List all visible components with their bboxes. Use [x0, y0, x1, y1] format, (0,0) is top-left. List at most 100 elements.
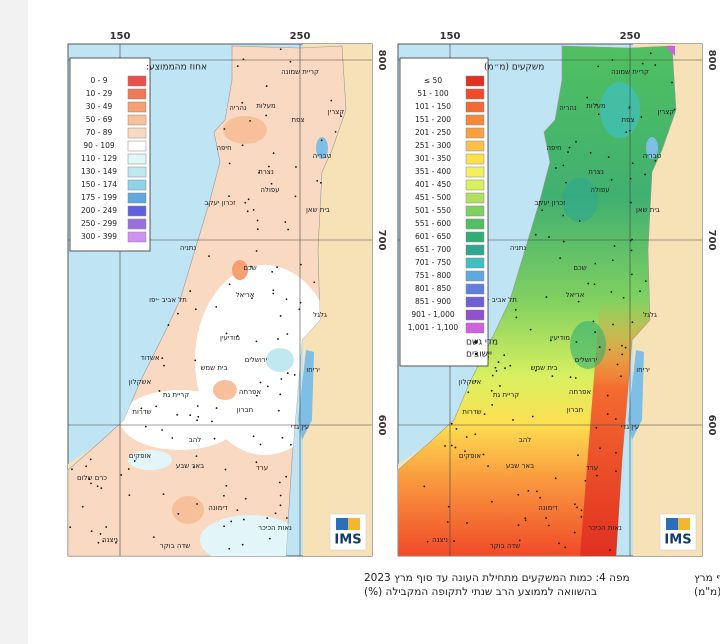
station [598, 346, 601, 348]
legend-swatch [465, 75, 485, 87]
station [574, 377, 577, 379]
logo-text: IMS [664, 533, 691, 548]
station [593, 283, 596, 286]
zone-orange [213, 380, 237, 400]
station [444, 445, 446, 447]
station [625, 131, 628, 134]
station [578, 220, 581, 222]
city-label: ירושלים [575, 356, 598, 364]
station [215, 407, 218, 409]
legend-swatch [127, 140, 147, 152]
station [577, 300, 580, 303]
map-panel-map_percent: 150 250 800 700 600 קריית שמונה נהריה מעלות צפת ק… [67, 31, 630, 598]
station [640, 116, 643, 118]
station [162, 493, 165, 495]
station [599, 447, 601, 450]
legend-swatch [465, 114, 485, 126]
city-label: אופקים [129, 452, 151, 460]
station [196, 419, 199, 422]
legend-swatch [465, 296, 485, 308]
station [569, 376, 572, 379]
station [644, 280, 647, 282]
station [228, 195, 230, 198]
y-tick-label: 800 [706, 50, 717, 71]
zone-light-blue [266, 348, 294, 372]
side-strip [0, 0, 28, 644]
legend-label: 300 - 399 [81, 232, 117, 241]
city-label: אפרתה [239, 388, 261, 396]
station [607, 156, 610, 159]
station [177, 512, 180, 515]
city-label: בית שאן [636, 206, 660, 214]
station [330, 99, 333, 102]
caption: 2023 (מ"מ) [694, 586, 720, 598]
station [286, 517, 288, 519]
city-label: ערד [256, 464, 268, 472]
station [610, 291, 613, 293]
station [152, 536, 155, 539]
station [270, 182, 273, 185]
legend-swatch [465, 270, 485, 282]
legend-label: 701 - 750 [415, 258, 451, 267]
station [474, 380, 477, 382]
city-label: להב [519, 436, 532, 444]
station [562, 240, 565, 243]
legend-label: 751 - 800 [415, 271, 451, 280]
station [256, 394, 258, 397]
station [564, 546, 567, 549]
station [90, 482, 92, 485]
station [280, 378, 283, 380]
station [629, 201, 632, 204]
station [90, 530, 93, 533]
station [584, 479, 587, 482]
city-label: טבריה [313, 152, 332, 160]
sea-of-galilee [646, 137, 658, 159]
legend-label: 151 - 200 [415, 115, 451, 124]
city-label: אפרתה [569, 388, 591, 396]
city-label: שכם [243, 264, 256, 272]
station [630, 249, 633, 252]
city-label: דימונה [538, 504, 558, 512]
zone-white [120, 390, 240, 450]
station [189, 414, 192, 417]
city-label: קריית גת [163, 391, 189, 399]
legend-swatch [465, 153, 485, 165]
legend-label: 200 - 249 [81, 206, 117, 215]
station [491, 374, 494, 377]
station [596, 474, 598, 477]
station [573, 531, 576, 534]
city-label: עפולה [590, 186, 609, 194]
station [562, 214, 565, 217]
legend-swatch [465, 127, 485, 139]
station [272, 289, 275, 292]
legend-label: 90 - 109 [83, 141, 115, 150]
station [271, 270, 274, 273]
station [639, 290, 641, 293]
station [527, 489, 530, 492]
station [567, 151, 569, 153]
city-label: נצרת [258, 168, 274, 176]
station [277, 409, 280, 412]
station [228, 283, 231, 286]
station [319, 181, 322, 184]
station [594, 262, 597, 265]
legend-marker [474, 352, 478, 356]
zone-wet [600, 82, 640, 138]
legend-swatch [465, 101, 485, 113]
station [224, 468, 227, 471]
legend-label: 175 - 199 [81, 193, 117, 202]
station [284, 221, 287, 223]
station [450, 422, 453, 425]
city-label: מודיעין [550, 334, 570, 342]
station [494, 366, 497, 369]
station [534, 233, 537, 236]
city-label: חברון [237, 406, 253, 414]
station [252, 435, 255, 438]
station [277, 338, 279, 340]
legend-label: מדי גשם [466, 338, 498, 348]
station [278, 481, 281, 484]
station [155, 405, 158, 408]
station [266, 517, 269, 520]
station [612, 323, 614, 326]
station [644, 173, 647, 176]
